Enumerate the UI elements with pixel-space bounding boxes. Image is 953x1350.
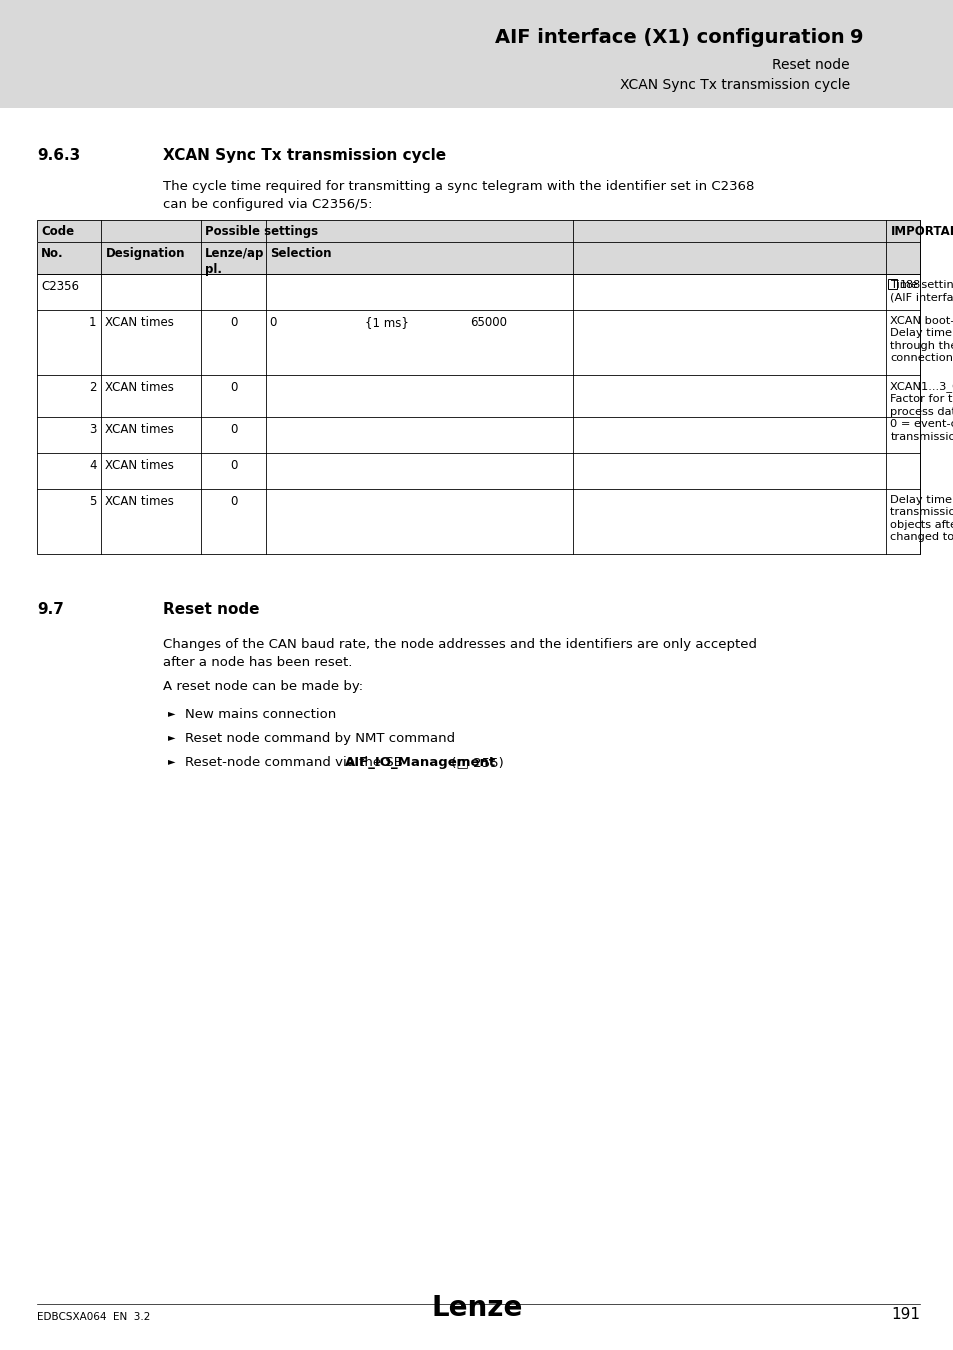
Text: Code: Code — [41, 225, 74, 238]
Bar — [37, 242, 919, 274]
Text: XCAN Sync Tx transmission cycle: XCAN Sync Tx transmission cycle — [619, 78, 849, 92]
Text: 0: 0 — [270, 316, 276, 329]
Text: {1 ms}: {1 ms} — [364, 316, 408, 329]
Bar — [0, 0, 953, 108]
Text: 191: 191 — [890, 1307, 919, 1322]
Text: Selection: Selection — [270, 247, 331, 261]
Text: Changes of the CAN baud rate, the node addresses and the identifiers are only ac: Changes of the CAN baud rate, the node a… — [163, 639, 757, 651]
Text: Reset node command by NMT command: Reset node command by NMT command — [185, 732, 455, 745]
Text: ►: ► — [168, 732, 175, 742]
Text: 2: 2 — [89, 381, 96, 394]
Text: XCAN1...3_OUT cycle times:
Factor for the task time to send
process data object.: XCAN1...3_OUT cycle times: Factor for th… — [889, 381, 953, 441]
Text: 65000: 65000 — [469, 316, 506, 329]
Bar — [37, 220, 919, 242]
Text: EDBCSXA064  EN  3.2: EDBCSXA064 EN 3.2 — [37, 1312, 151, 1322]
Text: C2356: C2356 — [41, 279, 79, 293]
Text: AIF interface (X1) configuration: AIF interface (X1) configuration — [495, 28, 844, 47]
Text: 4: 4 — [89, 459, 96, 472]
Text: 9.6.3: 9.6.3 — [37, 148, 80, 163]
Text: ►: ► — [168, 707, 175, 718]
Text: Lenze: Lenze — [431, 1295, 522, 1322]
Text: XCAN times: XCAN times — [106, 495, 174, 508]
Text: can be configured via C2356/5:: can be configured via C2356/5: — [163, 198, 372, 211]
Text: XCAN boot-up time:
Delay time for initialisation
through the master after mains
: XCAN boot-up time: Delay time for initia… — [889, 316, 953, 363]
Text: Possible settings: Possible settings — [205, 225, 318, 238]
Text: 5: 5 — [89, 495, 96, 508]
Text: Time settings for XCAN
(AIF interface X1): Time settings for XCAN (AIF interface X1… — [889, 279, 953, 302]
Text: New mains connection: New mains connection — [185, 707, 335, 721]
Text: (□ 255): (□ 255) — [447, 756, 504, 770]
Text: AIF_IO_Management: AIF_IO_Management — [344, 756, 496, 770]
Text: 0: 0 — [230, 423, 237, 436]
Bar — [887, 279, 896, 289]
Text: 3: 3 — [89, 423, 96, 436]
Text: IMPORTANT: IMPORTANT — [889, 225, 953, 238]
Text: XCAN times: XCAN times — [106, 459, 174, 472]
Bar — [37, 242, 919, 274]
Text: The cycle time required for transmitting a sync telegram with the identifier set: The cycle time required for transmitting… — [163, 180, 754, 193]
Text: Lenze/ap
pl.: Lenze/ap pl. — [205, 247, 264, 275]
Text: Delay time for initial
transmission of the process data
objects after the NMT st: Delay time for initial transmission of t… — [889, 495, 953, 543]
Text: 0: 0 — [230, 316, 237, 329]
Text: 9.7: 9.7 — [37, 602, 64, 617]
Text: XCAN times: XCAN times — [106, 316, 174, 329]
Text: 0: 0 — [230, 381, 237, 394]
Text: 0: 0 — [230, 495, 237, 508]
Text: XCAN times: XCAN times — [106, 423, 174, 436]
Bar — [37, 274, 919, 554]
Text: 1: 1 — [89, 316, 96, 329]
Text: after a node has been reset.: after a node has been reset. — [163, 656, 352, 670]
Text: 9: 9 — [849, 28, 862, 47]
Text: Reset-node command via the SB: Reset-node command via the SB — [185, 756, 407, 770]
Bar — [37, 220, 919, 242]
Text: XCAN times: XCAN times — [106, 381, 174, 394]
Text: No.: No. — [41, 247, 64, 261]
Text: Reset node: Reset node — [163, 602, 259, 617]
Text: A reset node can be made by:: A reset node can be made by: — [163, 680, 363, 693]
Text: Reset node: Reset node — [772, 58, 849, 72]
Text: 188: 188 — [899, 279, 921, 290]
Text: Designation: Designation — [106, 247, 185, 261]
Text: 0: 0 — [230, 459, 237, 472]
Text: ►: ► — [168, 756, 175, 765]
Text: XCAN Sync Tx transmission cycle: XCAN Sync Tx transmission cycle — [163, 148, 446, 163]
